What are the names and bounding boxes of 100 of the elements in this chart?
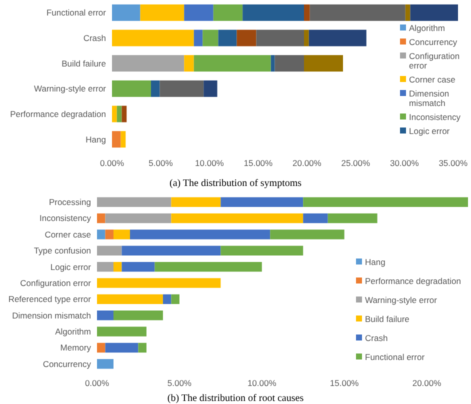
y-tick-label: Memory: [60, 342, 92, 353]
bar: [304, 55, 343, 72]
bar: [218, 30, 237, 46]
x-tick-label: 5.00%: [167, 378, 192, 388]
bar: [97, 278, 221, 288]
bar: [405, 4, 410, 21]
bar: [97, 230, 106, 240]
text: (a) The distribution of symptoms: [169, 178, 302, 189]
bar: [120, 131, 126, 148]
bar: [150, 80, 160, 97]
x-tick-label: 15.00%: [330, 378, 360, 388]
legend-label: Corner case: [409, 74, 456, 84]
bar: [140, 4, 184, 21]
x-tick-label: 25.00%: [341, 158, 371, 168]
bar: [270, 55, 275, 72]
x-tick-label: 10.00%: [195, 158, 224, 168]
x-tick-label: 30.00%: [390, 158, 420, 168]
legend-label: Crash: [365, 332, 388, 343]
bar: [304, 30, 309, 46]
bar: [310, 4, 406, 21]
bar: [112, 131, 121, 148]
bar: [122, 262, 155, 272]
bar: [303, 197, 468, 207]
bar: [242, 4, 304, 21]
bar: [122, 246, 221, 256]
y-tick-label: Referenced type error: [8, 294, 92, 304]
x-tick-label: 0.00%: [100, 158, 124, 168]
bar: [97, 359, 114, 369]
y-tick-label: Warning-style error: [34, 84, 106, 94]
y-tick-label: Processing: [48, 197, 92, 208]
bar: [270, 230, 344, 240]
legend-label: Performance degradation: [365, 276, 462, 286]
legend-label: Hang: [365, 256, 386, 267]
bar: [97, 213, 106, 224]
bar: [162, 294, 172, 304]
bar: [194, 55, 271, 72]
bar: [130, 230, 270, 240]
bar: [256, 30, 304, 46]
y-tick-label: Hang: [86, 134, 106, 144]
bar: [160, 80, 204, 97]
bar: [194, 30, 203, 46]
legend-label: Dimension mismatch: [409, 88, 450, 108]
bar: [97, 310, 114, 320]
bar: [213, 4, 243, 21]
legend-label: Logic error: [409, 126, 450, 136]
bar: [112, 4, 140, 21]
y-tick-label: Crash: [83, 32, 106, 43]
text: (b) The distribution of root causes: [167, 393, 304, 404]
bar: [171, 213, 304, 224]
y-tick-label: Algorithm: [55, 326, 91, 337]
bar: [122, 106, 127, 122]
y-tick-label: Concurrency: [42, 358, 92, 369]
x-tick-label: 20.00%: [292, 158, 322, 168]
legend-label: Algorithm: [409, 22, 445, 33]
bar: [97, 246, 122, 256]
bar: [171, 197, 221, 207]
bar: [204, 80, 218, 97]
bar: [105, 213, 172, 224]
bar: [113, 230, 130, 240]
bar: [97, 262, 114, 272]
bar: [220, 246, 304, 256]
legend-label: Build failure: [365, 314, 410, 324]
legend-label: Concurrency: [409, 36, 458, 47]
bar: [171, 294, 180, 304]
bar: [105, 342, 138, 353]
bar: [113, 310, 163, 320]
x-tick-label: 20.00%: [412, 378, 442, 388]
bar: [112, 106, 117, 122]
bar: [184, 55, 194, 72]
bar: [220, 197, 304, 207]
y-tick-label: Type confusion: [34, 246, 92, 256]
bar: [116, 106, 122, 122]
x-tick-label: 5.00%: [148, 158, 174, 168]
bar: [328, 213, 378, 224]
x-tick-label: 0.00%: [84, 378, 110, 388]
bar: [97, 294, 163, 304]
bar: [303, 213, 328, 224]
bar: [202, 30, 218, 46]
y-tick-label: Performance degradation: [10, 108, 106, 119]
y-tick-label: Build failure: [62, 58, 106, 68]
bar: [184, 4, 214, 21]
bar: [97, 197, 172, 207]
bar: [112, 80, 151, 97]
bar: [113, 262, 122, 272]
bar: [274, 55, 304, 72]
bar: [97, 342, 106, 353]
legend-label: Inconsistency: [409, 112, 462, 122]
bar: [236, 30, 256, 46]
x-tick-label: 15.00%: [244, 158, 274, 168]
y-tick-label: Logic error: [50, 262, 92, 272]
legend-label: Functional error: [365, 352, 425, 362]
bar: [154, 262, 262, 272]
bar: [97, 326, 146, 336]
bar: [304, 4, 310, 21]
bar: [105, 230, 114, 240]
y-tick-label: Configuration error: [20, 278, 92, 288]
x-tick-label: 10.00%: [247, 378, 277, 388]
y-tick-label: Inconsistency: [40, 213, 92, 224]
y-tick-label: Functional error: [46, 8, 106, 18]
bar: [308, 30, 366, 46]
